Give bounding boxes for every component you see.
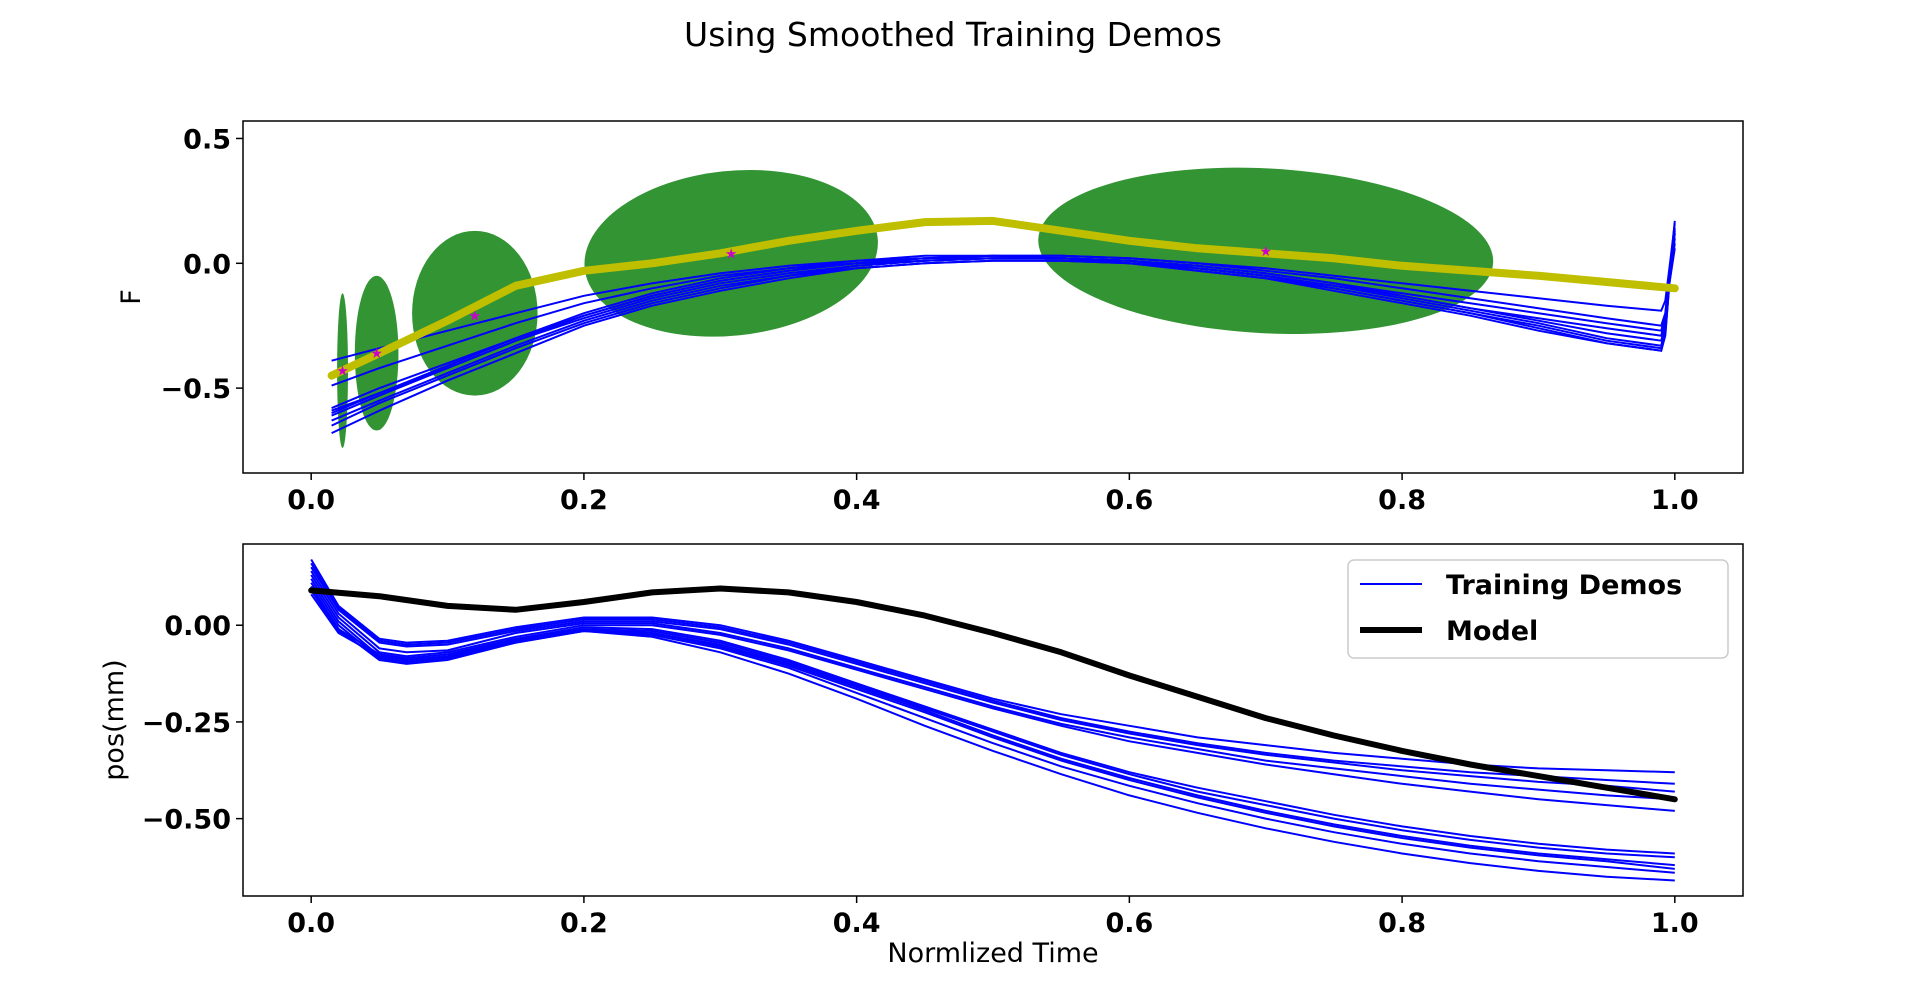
top-chart-panel: ★ ★ ★ ★ ★ 0.0 0.2 0.4 0.6 0.8 1.0 0.5 0.0 −0.5: [161, 120, 1744, 516]
legend-label-model: Model: [1446, 616, 1538, 647]
y-tick-label: 0.0: [183, 249, 231, 280]
bottom-y-axis-label: pos(mm): [99, 659, 130, 780]
star-marker: ★: [469, 309, 482, 325]
training-demo-line: [310, 585, 1675, 870]
x-tick-label: 0.8: [1378, 485, 1426, 516]
x-tick-label: 0.6: [1105, 485, 1153, 516]
x-tick-label: 0.2: [560, 908, 608, 939]
training-demo-line: [331, 223, 1676, 362]
legend-label-training-demos: Training Demos: [1446, 570, 1682, 601]
training-demo-line: [310, 558, 1675, 774]
x-tick-label: 0.0: [287, 908, 335, 939]
legend: Training Demos Model: [1347, 559, 1729, 659]
x-tick-label: 0.8: [1378, 908, 1426, 939]
training-demo-line: [310, 585, 1675, 867]
x-tick-label: 0.2: [560, 485, 608, 516]
y-tick-label: 0.5: [183, 124, 231, 155]
figure-title: Using Smoothed Training Demos: [684, 15, 1222, 54]
y-tick-label: −0.25: [142, 708, 231, 739]
training-demo-line: [310, 593, 1675, 882]
x-tick-label: 0.4: [833, 908, 881, 939]
model-line: [327, 216, 1679, 380]
training-demo-line: [310, 570, 1675, 801]
y-tick-label: −0.50: [142, 805, 231, 836]
gaussian-ellipse: [412, 230, 538, 396]
top-axes-frame: [242, 120, 1744, 474]
y-tick-label: 0.00: [164, 611, 231, 642]
top-plot-area: ★ ★ ★ ★ ★: [327, 167, 1679, 449]
training-demo-line: [331, 248, 1676, 435]
star-marker: ★: [1259, 244, 1272, 260]
bottom-x-axis-label: Normlized Time: [887, 938, 1098, 969]
star-marker: ★: [370, 346, 383, 362]
training-demo-line: [331, 230, 1676, 410]
bottom-plot-area: [308, 558, 1678, 882]
training-demo-line: [310, 574, 1675, 812]
star-marker: ★: [336, 364, 349, 380]
star-marker: ★: [725, 246, 738, 262]
legend-box: [1347, 559, 1729, 659]
x-tick-label: 0.0: [287, 485, 335, 516]
y-tick-label: −0.5: [161, 374, 231, 405]
x-tick-label: 1.0: [1651, 908, 1699, 939]
training-demo-line: [310, 562, 1675, 785]
x-tick-label: 0.4: [833, 485, 881, 516]
training-demo-line: [310, 589, 1675, 874]
x-tick-label: 1.0: [1651, 485, 1699, 516]
x-tick-label: 0.6: [1105, 908, 1153, 939]
model-line: [308, 585, 1678, 803]
top-y-axis-label: F: [116, 289, 147, 305]
bottom-axes-frame: [242, 543, 1744, 897]
bottom-chart-panel: 0.0 0.2 0.4 0.6 0.8 1.0 0.00 −0.25 −0.50: [142, 543, 1744, 939]
training-demo-line: [310, 566, 1675, 793]
training-demo-line: [331, 238, 1676, 422]
